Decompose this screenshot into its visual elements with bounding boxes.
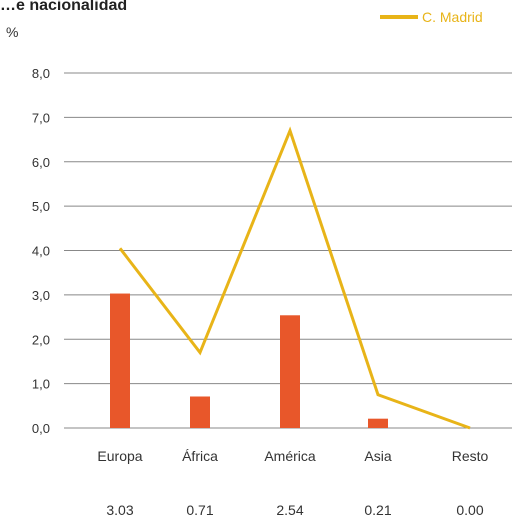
x-tick-label: África <box>182 448 218 464</box>
bar <box>110 293 130 428</box>
grid <box>64 72 512 429</box>
y-tick-label: 0,0 <box>32 421 50 436</box>
data-label: 3.03 <box>106 502 133 517</box>
y-tick-label: 3,0 <box>32 288 50 303</box>
y-tick-label: 5,0 <box>32 199 50 214</box>
y-tick-label: 8,0 <box>32 66 50 81</box>
bars <box>110 293 388 428</box>
x-tick-label: Europa <box>97 448 142 464</box>
line-series <box>118 126 471 430</box>
y-tick-label: 1,0 <box>32 377 50 392</box>
bar <box>190 396 210 428</box>
legend-label: C. Madrid <box>422 9 483 25</box>
y-axis-label: % <box>6 24 18 40</box>
value-labels: 3.03 0.71 2.54 0.21 0.00 <box>106 502 483 517</box>
series-line <box>118 126 471 430</box>
x-axis-categories: Europa África América Asia Resto <box>97 448 488 464</box>
data-label: 0.21 <box>364 502 391 517</box>
data-label: 2.54 <box>276 502 303 517</box>
y-tick-label: 7,0 <box>32 110 50 125</box>
x-tick-label: Asia <box>364 448 391 464</box>
y-tick-label: 6,0 <box>32 155 50 170</box>
y-tick-label: 4,0 <box>32 244 50 259</box>
data-label: 0.00 <box>456 502 483 517</box>
y-axis-ticks: 0,0 1,0 2,0 3,0 4,0 5,0 6,0 7,0 8,0 <box>32 66 50 436</box>
x-tick-label: América <box>264 448 316 464</box>
chart-title: …e nacionalidad <box>0 0 127 14</box>
data-label: 0.71 <box>186 502 213 517</box>
bar <box>280 315 300 428</box>
x-tick-label: Resto <box>452 448 489 464</box>
y-tick-label: 2,0 <box>32 332 50 347</box>
bar <box>368 418 388 428</box>
legend: C. Madrid <box>380 9 483 25</box>
